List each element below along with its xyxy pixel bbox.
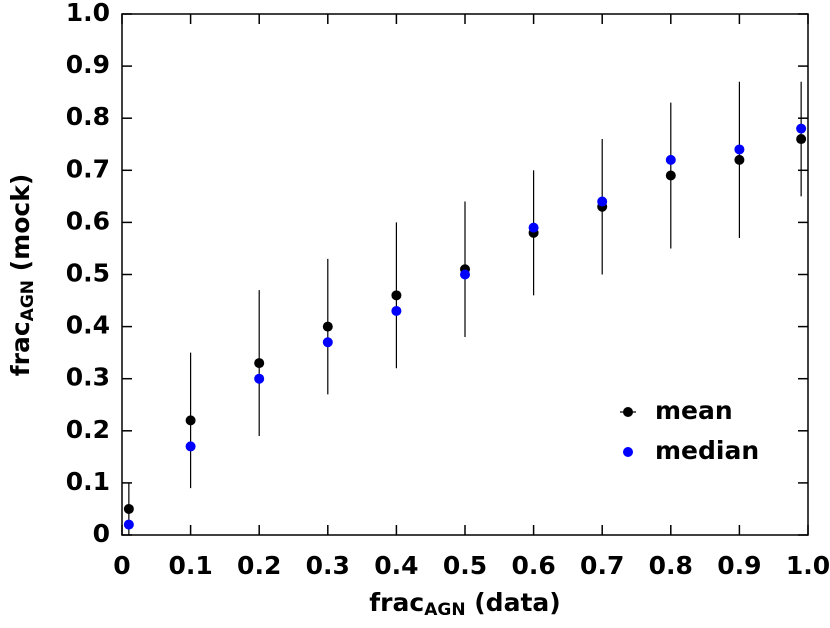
y-label-main: frac — [6, 321, 35, 376]
x-tick-label: 0 — [113, 551, 130, 580]
x-tick-label: 0.8 — [649, 551, 693, 580]
point — [665, 170, 676, 181]
x-tick-label: 0.6 — [511, 551, 555, 580]
x-tick-label: 1.0 — [786, 551, 830, 580]
point — [322, 337, 333, 348]
point — [796, 123, 807, 134]
y-tick-label: 0.3 — [66, 363, 110, 392]
point — [185, 415, 196, 426]
y-tick-label: 0.2 — [66, 415, 110, 444]
legend-marker — [623, 447, 633, 457]
x-tick-label: 0.9 — [717, 551, 761, 580]
point — [123, 503, 134, 514]
legend-text: median — [655, 436, 759, 465]
x-axis-label: fracAGN (data) — [369, 588, 560, 620]
y-axis-label: fracAGN (mock) — [6, 174, 38, 376]
point — [322, 321, 333, 332]
x-tick-label: 0.7 — [580, 551, 624, 580]
y-tick-label: 0.5 — [66, 259, 110, 288]
x-label-sub: AGN — [424, 600, 465, 620]
y-label-sub: AGN — [18, 280, 38, 321]
y-label-rest: (mock) — [6, 174, 35, 280]
point — [665, 154, 676, 165]
point — [185, 441, 196, 452]
x-tick-label: 0.4 — [374, 551, 418, 580]
y-tick-label: 0.8 — [66, 102, 110, 131]
y-tick-label: 0.4 — [66, 311, 110, 340]
point — [734, 144, 745, 155]
x-tick-label: 0.3 — [306, 551, 350, 580]
x-label-main: frac — [369, 588, 424, 617]
y-tick-label: 0.7 — [66, 154, 110, 183]
point — [597, 196, 608, 207]
point — [123, 519, 134, 530]
y-tick-label: 0.1 — [66, 467, 110, 496]
y-tick-label: 0 — [93, 519, 110, 548]
point — [796, 134, 807, 145]
x-tick-label: 0.1 — [168, 551, 212, 580]
y-tick-label: 0.6 — [66, 206, 110, 235]
y-tick-label: 1.0 — [66, 0, 110, 27]
point — [460, 269, 470, 280]
y-tick-label: 0.9 — [66, 50, 110, 79]
point — [734, 154, 745, 165]
point — [391, 305, 402, 316]
x-tick-label: 0.5 — [443, 551, 487, 580]
point — [254, 358, 265, 369]
x-label-rest: (data) — [466, 588, 561, 617]
x-tick-label: 0.2 — [237, 551, 281, 580]
legend-text: mean — [655, 396, 733, 425]
point — [254, 373, 265, 384]
point — [391, 290, 402, 301]
point — [528, 222, 539, 233]
